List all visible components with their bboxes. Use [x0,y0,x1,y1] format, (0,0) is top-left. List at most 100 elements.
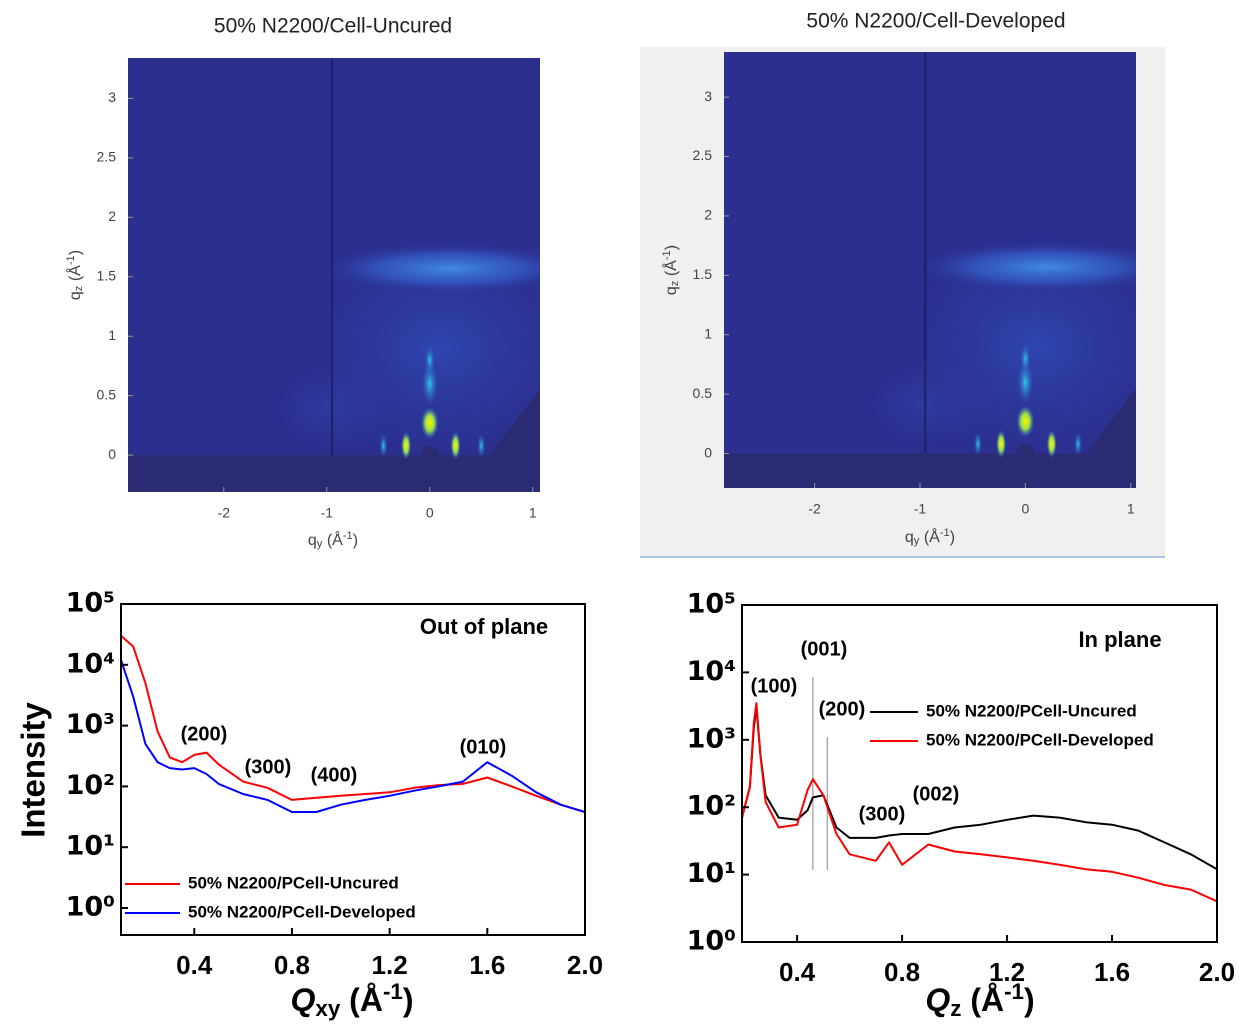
x-tick-label: 1 [529,505,537,521]
label-unit: (Å [961,982,1004,1018]
y-tick-label: 10² [687,791,736,822]
beamstop [1016,444,1035,463]
legend-label: 50% N2200/PCell-Developed [926,730,1154,749]
y-tick-label: 10⁴ [66,648,115,679]
shadow-strip [724,453,1136,488]
y-tick-label: 3 [704,88,712,104]
label-unit: (Å [661,260,680,281]
annotation: (300) [859,803,906,825]
label-superscript: -1 [1004,979,1024,1004]
label-end: ) [950,529,955,546]
beamstop [420,446,439,465]
x-tick-label: -1 [321,505,334,521]
x-tick-label: -1 [914,501,927,517]
diffraction-spot [421,361,438,406]
label-subscript: xy [315,996,340,1021]
label-superscript: -1 [940,527,950,539]
y-tick-label: 0.5 [693,385,713,401]
x-tick-label: -2 [218,505,231,521]
x-tick-label: 1.6 [469,950,505,980]
chart-title: 50% N2200/Cell-Developed [806,10,1065,33]
x-tick-label: 0.4 [176,950,213,980]
axis-label: Qxy (Å-1) [290,979,413,1020]
y-tick-label: 1.5 [693,266,713,282]
y-tick-label: 10⁰ [687,926,736,957]
chart: 50% N2200/Cell-Uncured -2 -1 0 1 0 0.5 1 1.5 2 2.5… [97,15,540,521]
x-tick-label: 0 [1021,501,1029,517]
label-unit: (Å [340,982,383,1018]
diffraction-spot [973,432,982,457]
annotation: (400) [311,764,358,786]
series-line [121,659,585,813]
label-base: Q [925,982,950,1018]
diffraction-spot [1074,432,1083,457]
chart: 0.4 0.8 1.2 1.6 2.0 10⁰ 10¹ 10² 10³ 10⁴ 10⁵ Intensi… [15,588,603,980]
series-line [121,635,585,813]
series-line [742,702,1217,903]
y-tick-label: 10⁵ [687,589,736,620]
diffraction-spot [450,431,461,460]
shadow-strip [128,455,540,492]
label-end: ) [1024,982,1035,1018]
annotation: In plane [1078,627,1161,652]
y-tick-label: 10¹ [687,858,736,889]
beamstop-wedge [1086,388,1136,454]
legend-label: 50% N2200/PCell-Developed [188,902,416,921]
annotation: (200) [181,723,228,745]
axis-label: qy (Å-1) [905,527,955,547]
annotation: Out of plane [420,614,548,639]
y-tick-label: 2 [108,208,116,224]
axis-label: Qz (Å-1) [925,979,1034,1020]
diffraction-spot [1016,405,1035,438]
label-subscript: z [950,996,961,1021]
y-tick-label: 10³ [66,709,115,740]
label-superscript: -1 [383,979,403,1004]
x-tick-label: 1.6 [1094,957,1130,987]
x-tick-label: 1.2 [989,957,1025,987]
y-tick-label: 10⁰ [66,892,115,923]
diffraction-spot [420,407,439,440]
label-base: q [663,286,680,295]
diffraction-spot [424,346,435,375]
y-tick-label: 2.5 [97,149,117,165]
diffraction-spot [1046,430,1057,459]
y-tick-label: 10⁴ [687,656,736,687]
y-axis-label: Intensity [15,702,52,838]
label-unit: (Å [919,527,940,546]
label-end: ) [403,982,414,1018]
label-end: ) [67,250,84,255]
plot-frame [120,603,586,936]
x-tick-label: 0.4 [779,957,816,987]
y-tick-label: 0.5 [97,386,117,402]
label-base: q [67,291,84,300]
annotation: (300) [245,756,292,778]
axis-label: qz (Å-1) [65,250,85,300]
annotation: (001) [801,638,848,660]
pi-stacking-arc [925,240,1136,294]
y-tick-label: 1.5 [97,267,117,283]
label-superscript: -1 [65,255,77,265]
label-base: q [308,532,317,549]
diffraction-spot [1020,344,1031,373]
legend-label: 50% N2200/PCell-Uncured [926,701,1137,720]
label-superscript: -1 [343,530,353,542]
y-tick-label: 10³ [687,723,736,754]
diffraction-spot [996,430,1007,459]
chart: 50% N2200/Cell-Developed -2 -1 0 1 0 0.5 1 1.5 2 2… [693,10,1136,517]
label-subscript: y [914,535,920,547]
y-tick-label: 1 [704,325,712,341]
y-tick-label: 10¹ [66,831,115,862]
plot-frame [741,604,1218,943]
y-tick-label: 1 [108,327,116,343]
axis-label: qy (Å-1) [308,530,358,550]
y-tick-label: 10⁵ [66,588,115,619]
x-tick-label: 2.0 [1199,957,1235,987]
annotation: (100) [751,675,798,697]
legend-label: 50% N2200/PCell-Uncured [188,873,399,892]
label-base: q [905,529,914,546]
label-end: ) [663,245,680,250]
diffraction-spot [477,433,486,458]
chart: 0.4 0.8 1.2 1.6 2.0 10⁰ 10¹ 10² 10³ 10⁴ 10⁵ 50% N22… [687,589,1235,987]
x-tick-label: 1.2 [372,950,408,980]
